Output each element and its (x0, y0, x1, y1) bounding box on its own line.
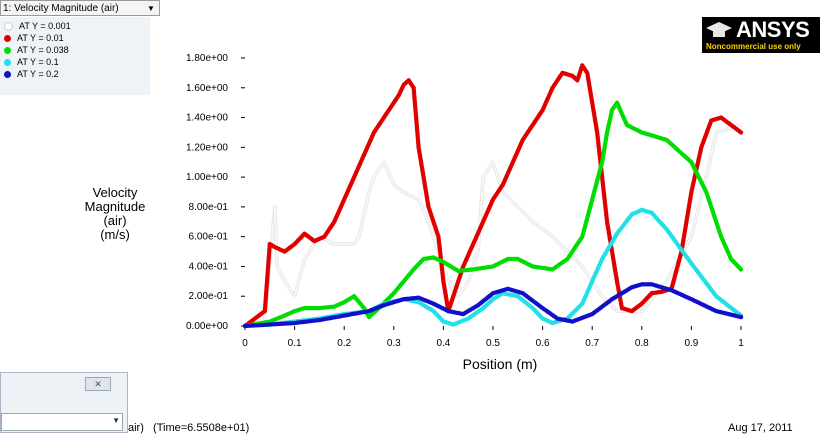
legend-label: AT Y = 0.001 (19, 21, 71, 31)
legend-item: AT Y = 0.1 (4, 57, 59, 67)
series-5 (242, 282, 744, 329)
y-tick-label: 1.00e+00 (186, 172, 228, 183)
y-tick-label: 8.00e-01 (189, 202, 229, 213)
chevron-down-icon[interactable]: ▼ (112, 416, 120, 425)
legend-item: AT Y = 0.2 (4, 69, 59, 79)
data-point (739, 123, 743, 127)
x-tick-label: 0.6 (536, 338, 550, 349)
x-tick-label: 0.3 (387, 338, 401, 349)
view-selector-label: 1: Velocity Magnitude (air) (3, 2, 119, 14)
y-axis-label: Velocity Magnitude (air) (m/s) (60, 186, 170, 242)
legend-swatch (4, 58, 11, 66)
legend-swatch (4, 46, 11, 54)
legend-label: AT Y = 0.01 (17, 33, 64, 43)
data-point (738, 314, 744, 320)
view-selector[interactable]: 1: Velocity Magnitude (air) ▼ (0, 0, 160, 16)
footer-time-label: air) (Time=6.5508e+01) (128, 422, 250, 434)
y-tick-label: 2.00e-01 (189, 291, 229, 302)
x-tick-label: 0.2 (337, 338, 351, 349)
y-tick-label: 1.20e+00 (186, 142, 228, 153)
footer-date-label: Aug 17, 2011 (728, 422, 793, 434)
legend-item: AT Y = 0.038 (4, 45, 69, 55)
ansys-logo: ANSYS Noncommercial use only (702, 17, 820, 53)
legend-label: AT Y = 0.1 (17, 57, 59, 67)
chart-axes: 0.00e+00 2.00e-01 4.00e-01 6.00e-01 8.00e-01… (186, 53, 744, 349)
y-axis-label-line: (air) (103, 213, 127, 228)
mortarboard-icon (706, 22, 732, 37)
x-tick-label: 0.5 (486, 338, 500, 349)
y-tick-label: 1.40e+00 (186, 113, 228, 124)
y-axis-label-line: Velocity (92, 185, 138, 200)
logo-brand: ANSYS (736, 17, 810, 42)
data-point (738, 130, 744, 135)
data-point (738, 267, 744, 272)
chevron-down-icon[interactable]: ▼ (147, 3, 155, 13)
y-tick-label: 6.00e-01 (189, 232, 229, 243)
chart-legend: AT Y = 0.001 AT Y = 0.01 AT Y = 0.038 AT Y … (0, 17, 150, 95)
legend-label: AT Y = 0.2 (17, 69, 59, 79)
y-tick-label: 1.60e+00 (186, 83, 228, 94)
logo-subtitle: Noncommercial use only (706, 42, 801, 51)
series-3 (242, 100, 744, 329)
chart-marks (242, 63, 744, 329)
floating-dialog[interactable]: ✕ ▼ (0, 372, 128, 433)
x-tick-label: 0.4 (436, 338, 450, 349)
y-tick-label: 4.00e-01 (189, 261, 229, 272)
x-tick-label: 0.8 (635, 338, 649, 349)
legend-swatch (4, 70, 11, 78)
series-1 (243, 123, 743, 328)
y-tick-label: 0.00e+00 (186, 321, 228, 332)
legend-swatch (4, 21, 13, 31)
y-axis-label-line: (m/s) (100, 227, 130, 242)
y-tick-label: 1.80e+00 (186, 53, 228, 64)
x-tick-label: 0.1 (288, 338, 302, 349)
legend-item: AT Y = 0.01 (4, 33, 64, 43)
close-icon[interactable]: ✕ (85, 377, 111, 391)
legend-item: AT Y = 0.001 (4, 21, 71, 31)
legend-label: AT Y = 0.038 (17, 45, 69, 55)
x-tick-label: 0 (242, 338, 248, 349)
x-tick-label: 1 (738, 338, 744, 349)
y-axis-label-line: Magnitude (84, 199, 146, 214)
legend-swatch (4, 34, 11, 42)
dialog-dropdown[interactable]: ▼ (1, 413, 123, 431)
x-tick-label: 0.9 (684, 338, 698, 349)
x-tick-label: 0.7 (585, 338, 599, 349)
x-axis-label: Position (m) (462, 356, 538, 372)
